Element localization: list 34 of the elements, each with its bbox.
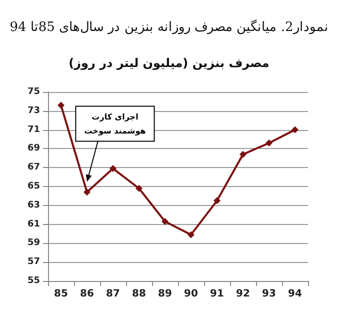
annotation: اجرای کارت هوشمند سوخت — [84, 112, 146, 136]
x-tick-label: 94 — [288, 288, 302, 300]
y-tick-label: 67 — [27, 162, 40, 173]
x-tick-label: 85 — [54, 288, 68, 300]
y-tick-label: 57 — [27, 257, 40, 268]
point — [240, 150, 246, 158]
y-tick-label: 73 — [27, 106, 40, 116]
y-tick-label: 75 — [27, 87, 40, 97]
x-tick-label: 87 — [106, 288, 120, 300]
y-tick-label: 63 — [27, 200, 40, 210]
point — [58, 102, 64, 109]
x-tick-label: 88 — [132, 288, 146, 300]
y-tick-label: 71 — [27, 124, 40, 135]
x-tick-label: 91 — [210, 288, 224, 300]
point — [136, 184, 142, 192]
y-tick-label: 59 — [27, 238, 40, 248]
point — [162, 218, 168, 225]
point — [110, 165, 116, 172]
x-tick-label: 86 — [80, 288, 94, 300]
chart-title: نمودار2. میانگین مصرف روزانه بنزین در سال‌های 85تا 94 — [10, 19, 328, 35]
y-tick-label: 55 — [27, 276, 40, 286]
y-tick-label: 69 — [27, 144, 40, 154]
x-tick-label: 92 — [236, 288, 250, 300]
x-tick-label: 93 — [262, 288, 276, 300]
point — [84, 188, 90, 196]
point — [188, 231, 194, 238]
x-tick-label: 89 — [158, 288, 172, 300]
point — [292, 126, 298, 134]
y-tick-label: 61 — [27, 219, 40, 230]
point — [214, 197, 220, 204]
point — [266, 140, 272, 147]
x-tick-label: 90 — [184, 288, 198, 300]
chart-subtitle: مصرف بنزین (میلیون لیتر در روز) — [68, 56, 270, 70]
y-tick-label: 65 — [27, 182, 40, 192]
